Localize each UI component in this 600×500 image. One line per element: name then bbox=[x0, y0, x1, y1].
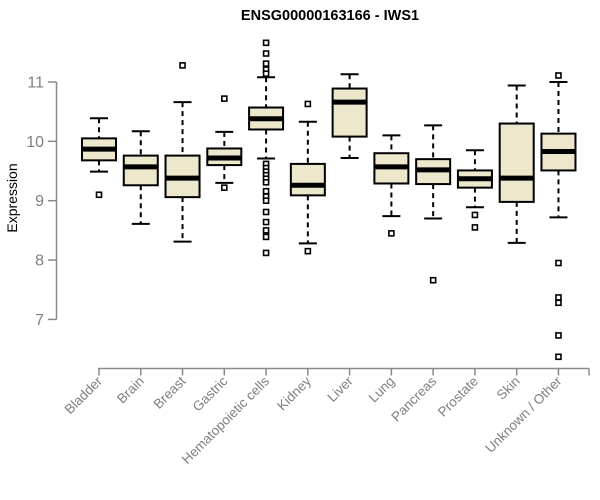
outlier-point bbox=[262, 218, 270, 226]
outlier-point bbox=[262, 208, 270, 216]
outlier-point bbox=[262, 50, 270, 57]
outlier-point bbox=[262, 39, 270, 47]
boxplot-breast bbox=[164, 62, 201, 243]
outlier-point bbox=[262, 60, 270, 67]
outlier-point bbox=[429, 276, 437, 284]
x-tick-label-bladder: Bladder bbox=[62, 373, 106, 417]
boxplot-kidney bbox=[289, 100, 326, 255]
boxplot-prostate bbox=[456, 149, 493, 231]
outlier-point bbox=[95, 191, 103, 199]
x-tick-label-skin: Skin bbox=[494, 374, 523, 403]
outlier-point bbox=[221, 95, 228, 102]
x-tick-label-brain: Brain bbox=[114, 374, 147, 407]
outlier-point bbox=[262, 197, 270, 204]
boxplot-brain bbox=[122, 130, 159, 225]
outlier-point bbox=[262, 227, 270, 234]
boxplot-pancreas bbox=[415, 124, 452, 284]
outlier-point bbox=[262, 70, 270, 77]
outlier-point bbox=[555, 299, 562, 307]
outlier-point bbox=[555, 259, 562, 267]
iqr-box bbox=[331, 87, 368, 138]
boxplot-lung bbox=[373, 134, 410, 237]
outlier-point bbox=[221, 184, 228, 191]
y-tick-label: 7 bbox=[35, 312, 44, 329]
outlier-point bbox=[388, 230, 395, 237]
x-tick-label-breast: Breast bbox=[150, 373, 188, 411]
x-tick-label-pancreas: Pancreas bbox=[388, 373, 439, 424]
outlier-point bbox=[555, 72, 562, 79]
boxplot-gastric bbox=[206, 95, 243, 191]
outlier-point bbox=[555, 353, 562, 361]
boxplot-bladder bbox=[81, 117, 117, 199]
outlier-point bbox=[262, 249, 270, 257]
y-tick-label: 8 bbox=[35, 253, 44, 270]
y-axis-label: Expression bbox=[4, 163, 20, 232]
iqr-box bbox=[122, 154, 159, 187]
boxplot-skin bbox=[498, 84, 535, 244]
y-tick-label: 11 bbox=[27, 75, 44, 92]
outlier-point bbox=[304, 247, 312, 255]
x-tick-label-liver: Liver bbox=[324, 373, 356, 405]
outlier-point bbox=[179, 62, 186, 69]
boxplot-liver bbox=[331, 73, 368, 159]
outlier-point bbox=[555, 294, 562, 301]
iqr-box bbox=[289, 162, 326, 197]
outlier-point bbox=[471, 224, 479, 231]
boxplot-hematopoietic-cells bbox=[248, 39, 285, 257]
boxplots bbox=[81, 39, 577, 361]
x-tick-label-prostate: Prostate bbox=[435, 374, 481, 420]
x-tick-label-gastric: Gastric bbox=[190, 373, 231, 414]
outlier-point bbox=[471, 211, 479, 219]
y-tick-label: 9 bbox=[35, 193, 44, 210]
boxplot-unknown-other bbox=[540, 72, 577, 361]
outlier-point bbox=[262, 233, 270, 241]
iqr-box bbox=[498, 122, 535, 203]
x-tick-label-unknown-other: Unknown / Other bbox=[482, 373, 565, 456]
outlier-point bbox=[304, 100, 312, 108]
x-tick-label-kidney: Kidney bbox=[274, 373, 314, 413]
outlier-point bbox=[262, 187, 270, 195]
chart-title: ENSG00000163166 - IWS1 bbox=[241, 8, 419, 24]
outlier-point bbox=[555, 332, 562, 339]
outlier-point bbox=[262, 179, 270, 186]
x-tick-label-lung: Lung bbox=[366, 374, 398, 406]
y-tick-label: 10 bbox=[26, 134, 44, 151]
